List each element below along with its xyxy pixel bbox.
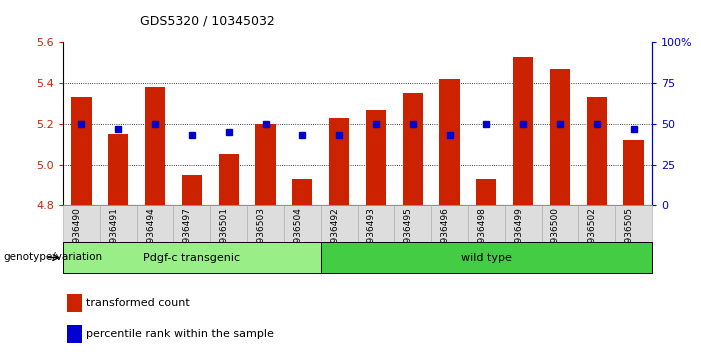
Text: genotype/variation: genotype/variation <box>4 252 102 262</box>
Bar <box>513 57 533 205</box>
Bar <box>587 97 607 205</box>
Text: GSM936491: GSM936491 <box>109 207 118 262</box>
Bar <box>72 97 92 205</box>
Bar <box>550 69 570 205</box>
Bar <box>468 205 505 242</box>
Bar <box>358 205 394 242</box>
Bar <box>366 110 386 205</box>
Bar <box>578 205 615 242</box>
Text: GSM936501: GSM936501 <box>219 207 229 262</box>
Bar <box>145 87 165 205</box>
Text: GSM936505: GSM936505 <box>625 207 634 262</box>
Bar <box>210 205 247 242</box>
Text: GSM936490: GSM936490 <box>72 207 81 262</box>
Text: GSM936504: GSM936504 <box>293 207 302 262</box>
Text: Pdgf-c transgenic: Pdgf-c transgenic <box>143 252 240 263</box>
Bar <box>440 79 460 205</box>
Bar <box>67 325 82 343</box>
Bar <box>63 205 100 242</box>
Bar <box>219 154 239 205</box>
Bar <box>320 205 358 242</box>
Text: GSM936497: GSM936497 <box>183 207 192 262</box>
Text: GSM936492: GSM936492 <box>330 207 339 262</box>
Bar <box>402 93 423 205</box>
Text: GSM936499: GSM936499 <box>514 207 523 262</box>
Text: GSM936500: GSM936500 <box>551 207 560 262</box>
Text: GSM936493: GSM936493 <box>367 207 376 262</box>
Bar <box>255 124 275 205</box>
Bar <box>67 295 82 312</box>
Bar <box>247 205 284 242</box>
Text: GSM936503: GSM936503 <box>257 207 266 262</box>
Bar <box>174 205 210 242</box>
Text: GSM936495: GSM936495 <box>404 207 413 262</box>
Bar <box>284 205 320 242</box>
Text: GSM936496: GSM936496 <box>440 207 449 262</box>
Bar <box>63 242 320 273</box>
Bar <box>100 205 137 242</box>
Text: wild type: wild type <box>461 252 512 263</box>
Bar <box>623 140 644 205</box>
Bar <box>394 205 431 242</box>
Bar <box>329 118 349 205</box>
Bar <box>137 205 174 242</box>
Bar <box>108 134 128 205</box>
Text: transformed count: transformed count <box>86 298 190 308</box>
Text: GSM936502: GSM936502 <box>587 207 597 262</box>
Text: GSM936498: GSM936498 <box>477 207 486 262</box>
Text: GDS5320 / 10345032: GDS5320 / 10345032 <box>140 14 275 27</box>
Bar <box>476 179 496 205</box>
Bar <box>505 205 541 242</box>
Bar <box>320 242 652 273</box>
Bar <box>431 205 468 242</box>
Text: percentile rank within the sample: percentile rank within the sample <box>86 329 274 339</box>
Bar <box>182 175 202 205</box>
Bar <box>541 205 578 242</box>
Bar <box>615 205 652 242</box>
Bar <box>292 179 313 205</box>
Text: GSM936494: GSM936494 <box>146 207 155 262</box>
